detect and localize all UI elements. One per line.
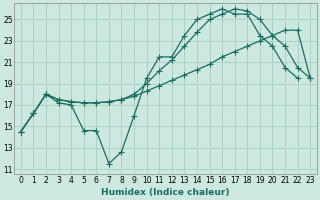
X-axis label: Humidex (Indice chaleur): Humidex (Indice chaleur): [101, 188, 230, 197]
